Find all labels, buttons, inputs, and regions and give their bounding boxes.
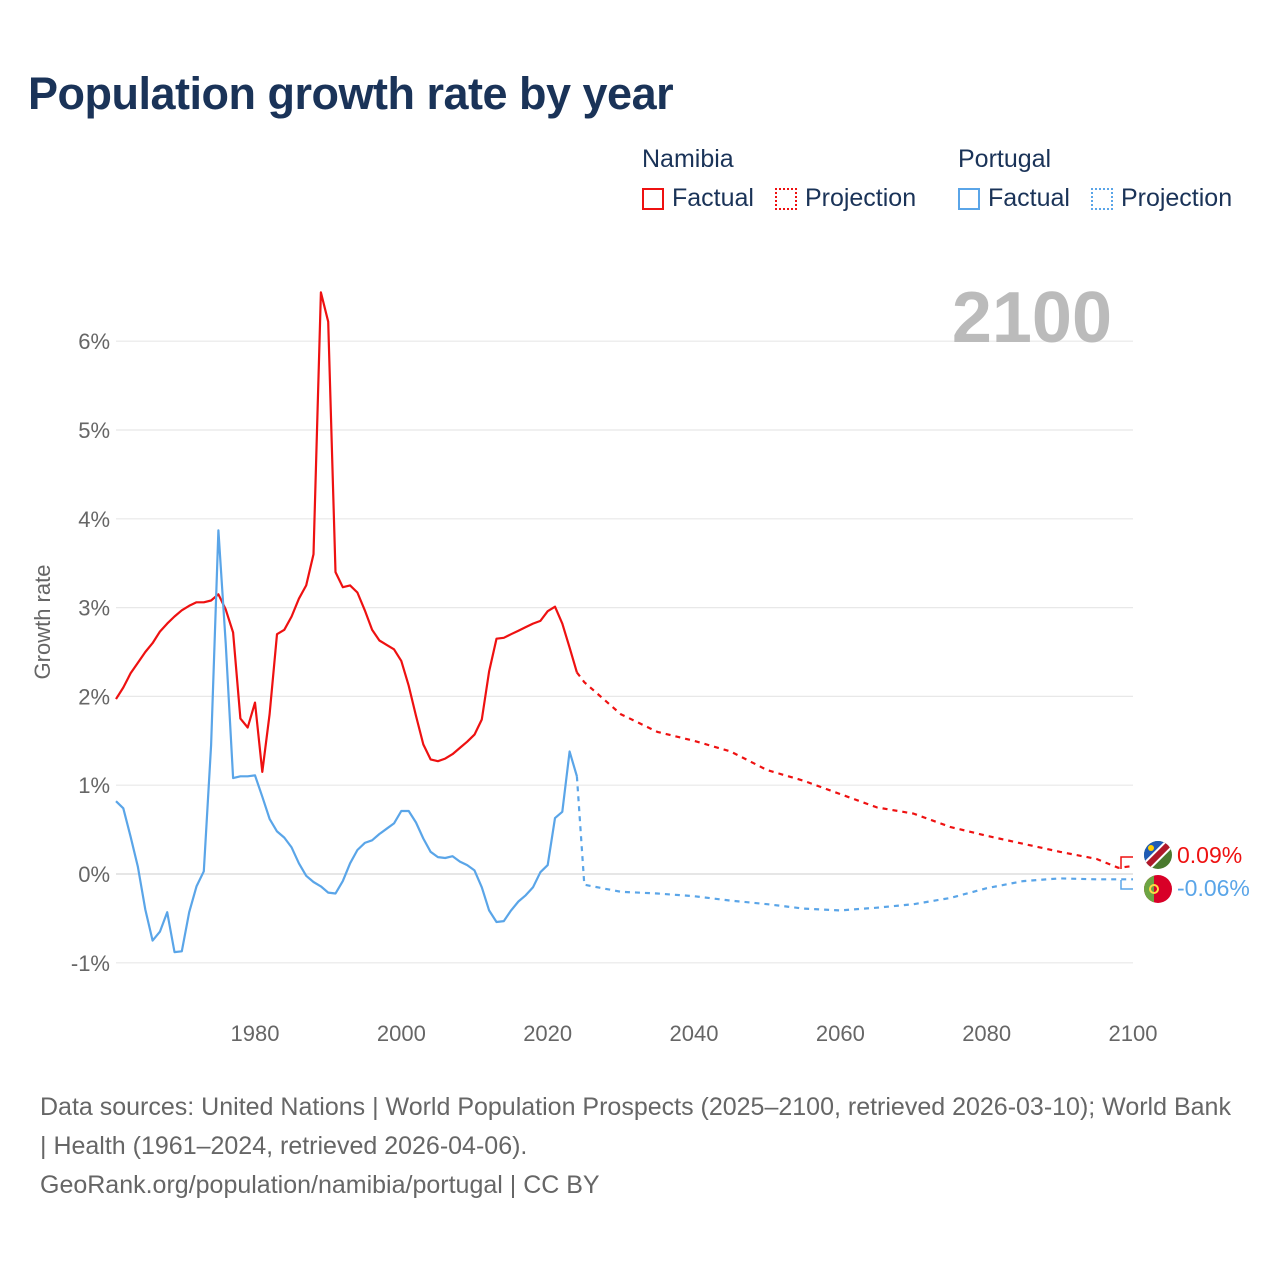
legend-group-label: Portugal [958, 145, 1052, 173]
data-sources: Data sources: United Nations | World Pop… [40, 1093, 1231, 1160]
solid-swatch-icon [958, 187, 980, 210]
dotted-swatch-icon [1090, 187, 1113, 210]
namibia-factual-line [115, 291, 578, 773]
end-connector [1120, 880, 1133, 890]
legend-portugal-factual[interactable]: Factual [958, 184, 1070, 213]
y-tick-label: 5% [78, 418, 110, 443]
portugal-factual-line [115, 529, 578, 954]
legend-label: Projection [1120, 184, 1233, 212]
x-tick-label: 2000 [377, 1021, 426, 1046]
legend-label: Factual [988, 184, 1070, 212]
line-chart: -1% 0% 1% 2% 3% 4% 5% 6% 1980 2000 2020 2040 2060 208… [30, 278, 1250, 1046]
legend-portugal-projection[interactable]: Projection [1090, 184, 1233, 213]
solid-swatch-icon [642, 187, 664, 210]
legend-label: Projection [804, 184, 917, 212]
legend-namibia-factual[interactable]: Factual [642, 184, 754, 213]
chart-title: Population growth rate by year [28, 68, 674, 119]
y-tick-label: 6% [78, 329, 110, 354]
y-tick-label: -1% [71, 951, 110, 976]
x-tick-label: 2080 [962, 1021, 1011, 1046]
legend-namibia-projection[interactable]: Projection [774, 184, 917, 213]
y-tick-label: 1% [78, 773, 110, 798]
namibia-projection-line [576, 671, 1134, 869]
year-overlay: 2100 [952, 278, 1112, 358]
x-tick-label: 1980 [231, 1021, 280, 1046]
portugal-projection-line [575, 776, 1133, 912]
y-tick-label: 4% [78, 507, 110, 532]
x-tick-label: 2060 [816, 1021, 865, 1046]
legend-portugal: Portugal Factual Projection [958, 145, 1246, 217]
x-tick-label: 2040 [670, 1021, 719, 1046]
legend-label: Factual [672, 184, 754, 212]
legend-group-label: Namibia [642, 145, 734, 173]
x-tick-label: 2100 [1109, 1021, 1158, 1046]
y-tick-label: 3% [78, 596, 110, 621]
end-connector [1120, 856, 1133, 869]
x-tick-label: 2020 [523, 1021, 572, 1046]
namibia-end-label: 0.09% [1177, 842, 1242, 868]
portugal-flag-icon [1144, 875, 1172, 903]
attribution: GeoRank.org/population/namibia/portugal … [40, 1171, 600, 1199]
y-axis-label: Growth rate [30, 565, 55, 680]
namibia-flag-icon [1144, 841, 1172, 869]
footer: Data sources: United Nations | World Pop… [40, 1088, 1240, 1205]
y-tick-label: 0% [78, 862, 110, 887]
y-tick-label: 2% [78, 684, 110, 709]
dotted-swatch-icon [774, 187, 797, 210]
portugal-end-label: -0.06% [1177, 875, 1250, 901]
legend-namibia: Namibia Factual Projection [642, 145, 930, 217]
